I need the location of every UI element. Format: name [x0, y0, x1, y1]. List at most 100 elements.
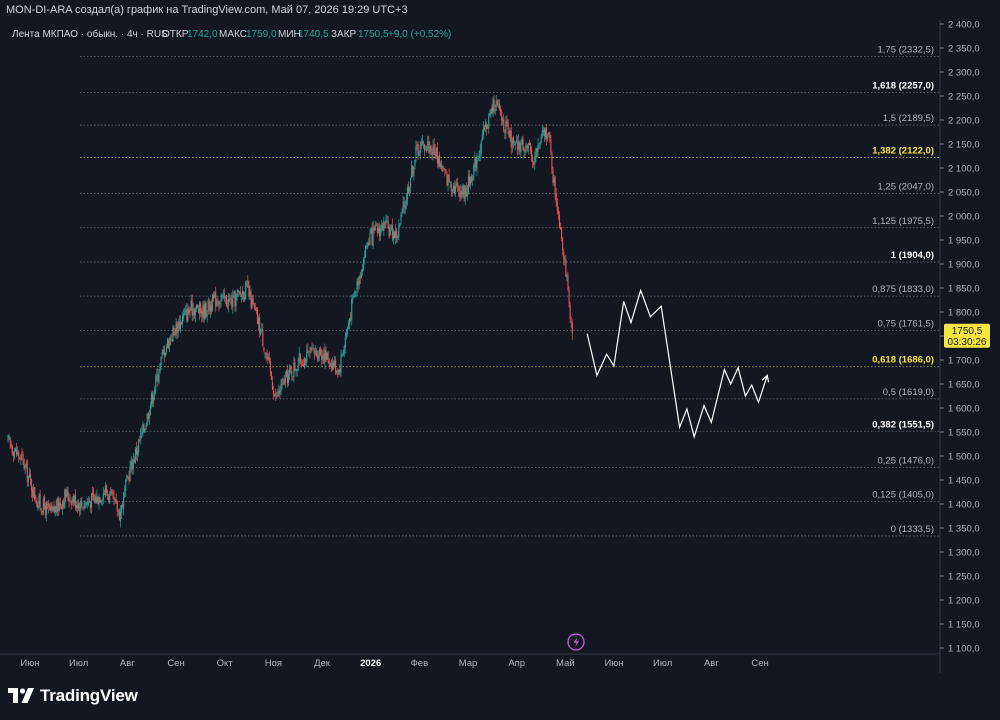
candle-body [311, 349, 313, 351]
candle-body [415, 146, 417, 159]
price-tick-label: 1 650,0 [948, 380, 980, 391]
candle-body [325, 350, 327, 359]
candle-body [112, 491, 114, 495]
candle-body [339, 369, 341, 372]
candle-body [224, 296, 226, 298]
candle-body [377, 228, 380, 232]
candle-body [478, 155, 480, 157]
candle-body [222, 292, 224, 294]
candle-body [174, 331, 176, 336]
candle-body [529, 143, 532, 151]
candle-body [388, 226, 390, 237]
candle-body [133, 460, 135, 462]
projected-path-line[interactable] [586, 288, 768, 439]
candle-body [534, 155, 536, 164]
candle-body [355, 291, 357, 293]
candle-body [25, 463, 27, 467]
candle-body [425, 149, 427, 151]
candle-body [446, 174, 448, 186]
candle-body [218, 302, 220, 305]
candle-body [251, 299, 253, 308]
candle-body [442, 167, 444, 169]
candle-body [177, 322, 179, 332]
fib-level-label: 1,5 (2189,5) [883, 113, 934, 124]
candle-body [536, 148, 538, 151]
price-tick-label: 1 100,0 [948, 644, 980, 655]
candle-body [72, 499, 74, 503]
candle-body [539, 142, 541, 145]
candle-body [479, 150, 481, 158]
candle-body [22, 454, 24, 459]
candle-body [340, 355, 342, 374]
candle-body [517, 142, 519, 150]
candle-body [208, 301, 210, 311]
candle-body [145, 424, 147, 430]
candle-body [356, 281, 358, 290]
event-marker[interactable] [567, 633, 585, 651]
candle-body [531, 149, 533, 157]
candle-body [10, 443, 12, 448]
candle-body [161, 352, 163, 356]
candle-body [343, 346, 345, 355]
candle-body [437, 156, 439, 165]
candle-body [58, 502, 60, 511]
candle-body [498, 103, 501, 109]
candle-body [137, 450, 139, 456]
chart-frame[interactable]: 1,75 (2332,5) 1,618 (2257,0) 1,5 (2189,5) 1… [0, 20, 1000, 673]
candle-body [220, 298, 222, 302]
candle-body [259, 317, 261, 334]
candle-body [417, 143, 419, 156]
candle-body [407, 186, 410, 193]
candle-body [49, 506, 51, 511]
candle-body [456, 183, 458, 186]
candle-body [199, 302, 201, 315]
candle-body [399, 223, 401, 227]
candle-body [84, 502, 86, 509]
candle-body [147, 413, 149, 419]
candle-body [157, 374, 159, 381]
candle-body [465, 186, 467, 197]
candle-body [293, 362, 295, 378]
candle-body [480, 141, 482, 152]
candle-body [20, 455, 22, 461]
time-tick-label: Май [556, 658, 575, 669]
candle-body [508, 130, 510, 137]
candle-body [395, 229, 397, 238]
price-chart[interactable]: 1,75 (2332,5) 1,618 (2257,0) 1,5 (2189,5) 1… [0, 20, 1000, 673]
fibonacci-extension[interactable]: 1,75 (2332,5) 1,618 (2257,0) 1,5 (2189,5) 1… [80, 44, 940, 537]
legend-low-value: 1740,5 [298, 29, 329, 40]
price-tick-label: 2 400,0 [948, 20, 980, 31]
tradingview-logo-icon [8, 688, 34, 703]
candle-body [419, 144, 421, 154]
candle-body [458, 185, 460, 192]
candle-body [398, 224, 400, 238]
candle-body [314, 349, 316, 355]
candle-body [85, 503, 87, 505]
projection-drawing[interactable] [586, 288, 770, 439]
candle-body [32, 489, 34, 497]
candle-body [68, 498, 70, 502]
candle-body [29, 473, 32, 481]
candle-body [423, 144, 426, 152]
candle-body [188, 309, 190, 313]
candle-body [268, 357, 270, 362]
candle-body [505, 121, 507, 133]
legend-symbol: Лента МКПАО · обыкн. · 4ч · RUS [12, 28, 168, 40]
candle-body [278, 390, 280, 394]
candle-body [275, 392, 277, 395]
candle-body [481, 134, 483, 140]
candle-body [104, 485, 106, 495]
candle-body [332, 362, 335, 368]
candle-body [361, 269, 363, 273]
candle-body [43, 497, 45, 508]
candle-body [305, 358, 307, 364]
candle-body [162, 350, 164, 355]
candle-body [166, 339, 169, 348]
candle-body [488, 115, 490, 129]
candle-body [548, 132, 550, 135]
tradingview-logo[interactable]: TradingView [8, 686, 138, 706]
candle-body [100, 500, 102, 504]
candle-body [196, 305, 199, 308]
candle-body [132, 459, 134, 469]
price-tick-label: 2 050,0 [948, 188, 980, 199]
